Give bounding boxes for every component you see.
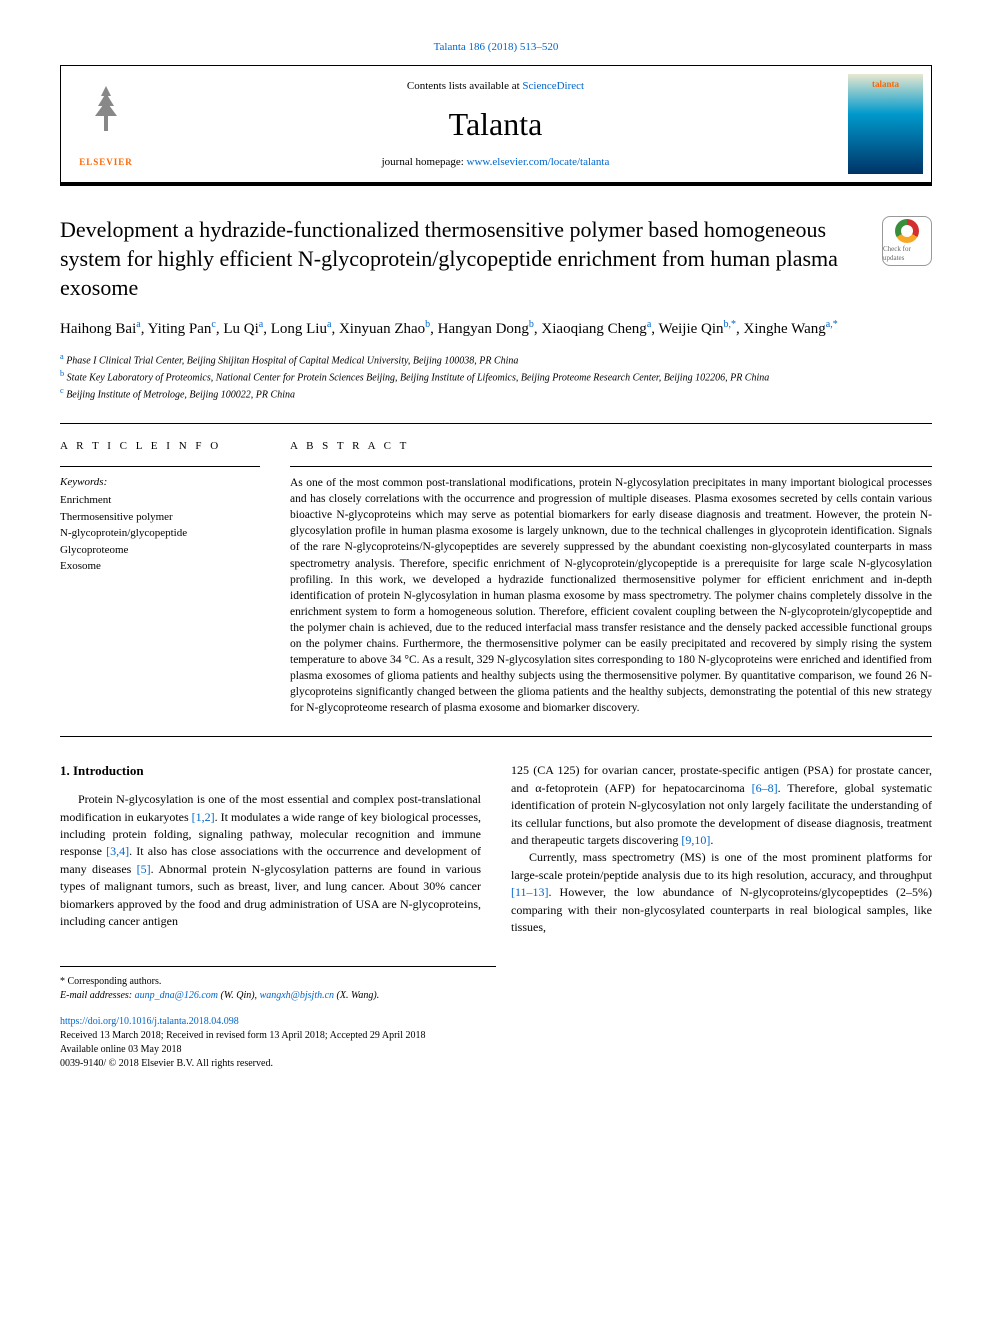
intro-paragraph-1: Protein N-glycosylation is one of the mo… <box>60 791 481 930</box>
affiliations: a Phase I Clinical Trial Center, Beijing… <box>60 351 932 403</box>
email-link-2[interactable]: wangxh@bjsjth.cn <box>260 990 334 1001</box>
article-info-heading: A R T I C L E I N F O <box>60 439 260 454</box>
email-link-1[interactable]: aunp_dna@126.com <box>135 990 218 1001</box>
keyword-item: Glycoproteome <box>60 542 260 559</box>
homepage-prefix: journal homepage: <box>382 156 467 168</box>
keyword-item: Thermosensitive polymer <box>60 509 260 526</box>
divider <box>60 736 932 737</box>
author-list: Haihong Baia, Yiting Panc, Lu Qia, Long … <box>60 317 932 341</box>
ref-link[interactable]: [9,10] <box>681 833 710 847</box>
abstract-heading: A B S T R A C T <box>290 439 932 454</box>
footnotes: * Corresponding authors. E-mail addresse… <box>60 966 496 1003</box>
journal-name: Talanta <box>161 102 830 147</box>
affiliation-b: b State Key Laboratory of Proteomics, Na… <box>60 368 932 385</box>
doi-link[interactable]: https://doi.org/10.1016/j.talanta.2018.0… <box>60 1016 239 1027</box>
intro-heading: 1. Introduction <box>60 762 481 781</box>
header-center: Contents lists available at ScienceDirec… <box>151 69 840 181</box>
copyright-line: 0039-9140/ © 2018 Elsevier B.V. All righ… <box>60 1057 932 1071</box>
ref-link[interactable]: [6–8] <box>752 781 778 795</box>
affiliation-c-text: Beijing Institute of Metrologe, Beijing … <box>66 390 295 401</box>
publication-info: https://doi.org/10.1016/j.talanta.2018.0… <box>60 1015 932 1071</box>
check-updates-label: Check for updates <box>883 245 931 265</box>
corresponding-note: * Corresponding authors. <box>60 975 496 989</box>
affiliation-c: c Beijing Institute of Metrologe, Beijin… <box>60 385 932 402</box>
divider <box>60 466 260 467</box>
body-column-left: 1. Introduction Protein N-glycosylation … <box>60 762 481 936</box>
elsevier-label: ELSEVIER <box>79 156 133 169</box>
info-abstract-row: A R T I C L E I N F O Keywords: Enrichme… <box>60 439 932 717</box>
journal-header: ELSEVIER Contents lists available at Sci… <box>60 65 932 186</box>
body-columns: 1. Introduction Protein N-glycosylation … <box>60 762 932 936</box>
sciencedirect-link[interactable]: ScienceDirect <box>522 80 584 92</box>
check-updates-icon <box>895 219 919 243</box>
received-dates: Received 13 March 2018; Received in revi… <box>60 1029 932 1043</box>
ref-link[interactable]: [5] <box>137 862 151 876</box>
journal-reference: Talanta 186 (2018) 513–520 <box>60 40 932 55</box>
contents-line: Contents lists available at ScienceDirec… <box>161 79 830 94</box>
available-date: Available online 03 May 2018 <box>60 1043 932 1057</box>
email-label: E-mail addresses: <box>60 990 135 1001</box>
article-title: Development a hydrazide-functionalized t… <box>60 216 862 302</box>
email-name-2: (X. Wang). <box>334 990 379 1001</box>
ref-link[interactable]: [11–13] <box>511 885 549 899</box>
ref-link[interactable]: [3,4] <box>106 844 129 858</box>
ref-link[interactable]: [1,2] <box>192 810 215 824</box>
contents-prefix: Contents lists available at <box>407 80 522 92</box>
email-name-1: (W. Qin), <box>218 990 260 1001</box>
body-column-right: 125 (CA 125) for ovarian cancer, prostat… <box>511 762 932 936</box>
keywords-list: EnrichmentThermosensitive polymerN-glyco… <box>60 492 260 575</box>
abstract-text: As one of the most common post-translati… <box>290 475 932 716</box>
intro-paragraph-2: 125 (CA 125) for ovarian cancer, prostat… <box>511 762 932 849</box>
title-row: Development a hydrazide-functionalized t… <box>60 216 932 302</box>
intro-paragraph-3: Currently, mass spectrometry (MS) is one… <box>511 849 932 936</box>
elsevier-logo[interactable]: ELSEVIER <box>61 74 151 174</box>
article-info-column: A R T I C L E I N F O Keywords: Enrichme… <box>60 439 260 717</box>
keyword-item: Enrichment <box>60 492 260 509</box>
affiliation-a: a Phase I Clinical Trial Center, Beijing… <box>60 351 932 368</box>
keywords-label: Keywords: <box>60 475 260 490</box>
homepage-link[interactable]: www.elsevier.com/locate/talanta <box>467 156 610 168</box>
divider <box>290 466 932 467</box>
abstract-column: A B S T R A C T As one of the most commo… <box>290 439 932 717</box>
affiliation-a-text: Phase I Clinical Trial Center, Beijing S… <box>66 355 518 366</box>
elsevier-tree-icon <box>81 81 131 156</box>
keyword-item: Exosome <box>60 558 260 575</box>
email-line: E-mail addresses: aunp_dna@126.com (W. Q… <box>60 989 496 1003</box>
homepage-line: journal homepage: www.elsevier.com/locat… <box>161 155 830 170</box>
cover-label: talanta <box>872 78 899 91</box>
check-updates-badge[interactable]: Check for updates <box>882 216 932 266</box>
affiliation-b-text: State Key Laboratory of Proteomics, Nati… <box>67 372 770 383</box>
keyword-item: N-glycoprotein/glycopeptide <box>60 525 260 542</box>
divider <box>60 423 932 424</box>
journal-cover-thumbnail[interactable]: talanta <box>848 74 923 174</box>
